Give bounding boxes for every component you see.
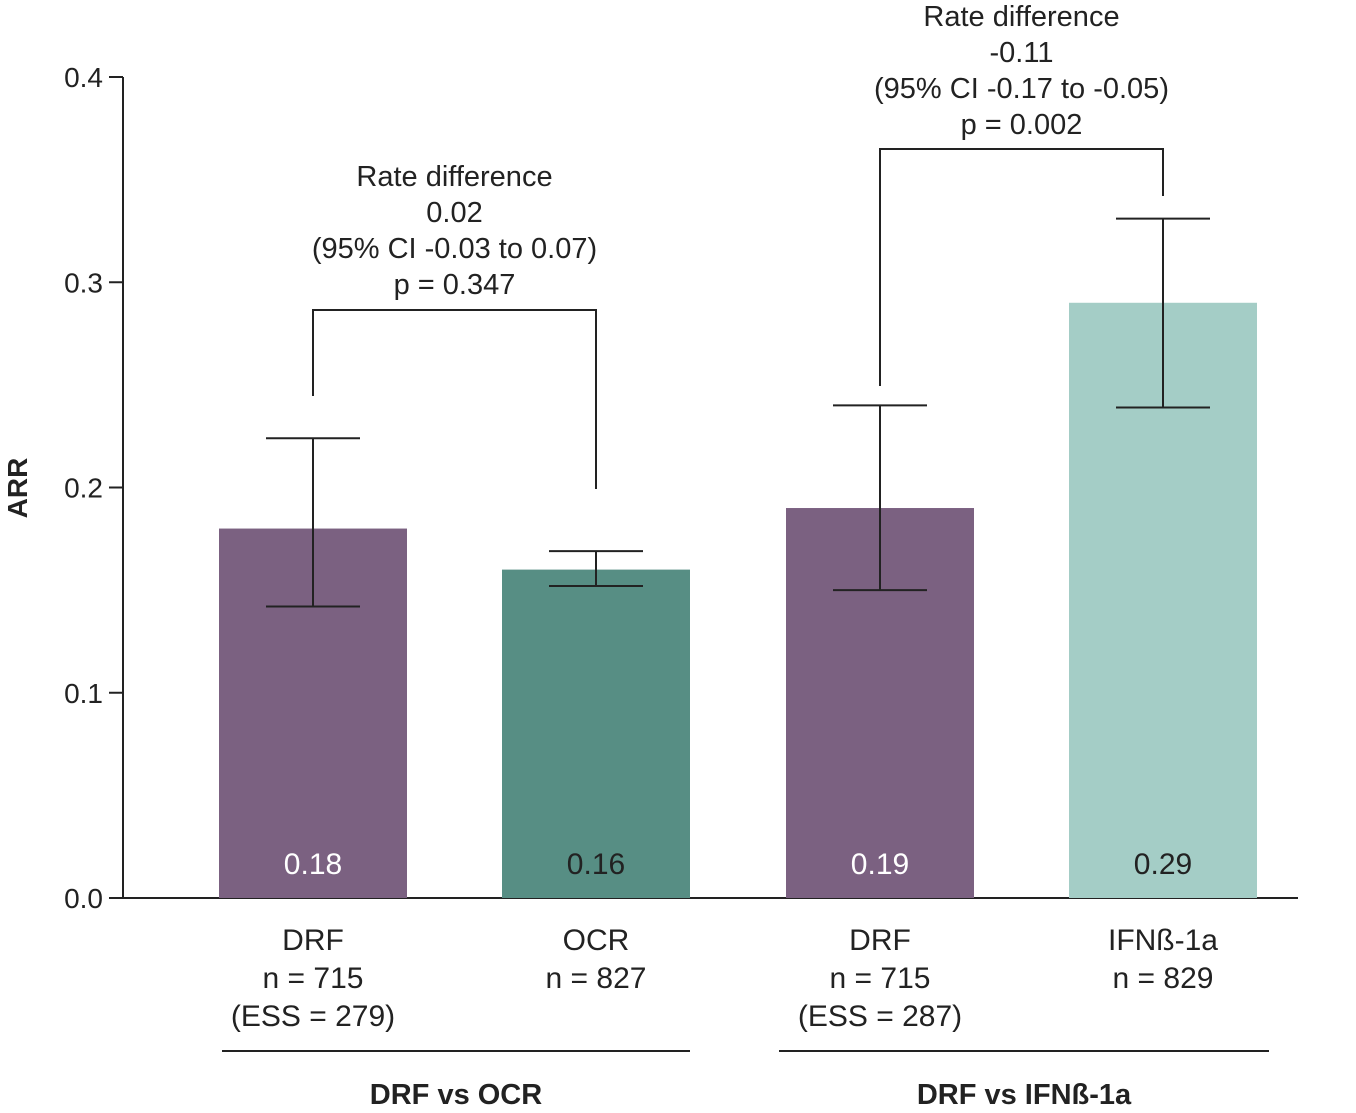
x-category-label: (ESS = 287) [798, 1000, 962, 1033]
rate-difference-annotation: (95% CI -0.03 to 0.07) [312, 233, 597, 265]
group-label: DRF vs OCR [370, 1079, 542, 1111]
rate-difference-annotation: p = 0.347 [394, 269, 516, 301]
y-tick-label: 0.1 [64, 678, 103, 709]
bars [219, 302, 1257, 898]
bar-value-label: 0.18 [284, 848, 342, 881]
x-category-label: n = 827 [546, 962, 647, 995]
rate-difference-annotation: p = 0.002 [961, 109, 1083, 141]
x-category-label: DRF [282, 924, 344, 957]
x-category-label: n = 715 [830, 962, 931, 995]
x-category-label: OCR [563, 924, 630, 957]
rate-difference-annotation: (95% CI -0.17 to -0.05) [874, 73, 1169, 105]
bar-value-label: 0.19 [851, 848, 909, 881]
x-category-label: n = 829 [1113, 962, 1214, 995]
y-tick-label: 0.2 [64, 473, 103, 504]
rate-difference-annotation: Rate difference [923, 1, 1119, 33]
x-category-label: n = 715 [263, 962, 364, 995]
labels: 0.18 DRF n = 715 (ESS = 279) 0.16 OCR n = 827 0… [222, 848, 1269, 1111]
rate-difference-annotation: 0.02 [426, 197, 482, 229]
rate-difference-annotation: -0.11 [990, 37, 1054, 69]
rate-difference-annotation: Rate difference [356, 161, 552, 193]
bar-value-label: 0.29 [1134, 848, 1192, 881]
comparison-bracket [879, 148, 1164, 386]
error-bars [266, 217, 1210, 608]
bar [502, 569, 690, 898]
x-category-label: IFNß-1a [1108, 924, 1218, 957]
comparison-brackets: Rate difference 0.02 (95% CI -0.03 to 0.07… [312, 1, 1169, 489]
y-tick-label: 0.4 [64, 62, 103, 93]
bar-value-label: 0.16 [567, 848, 625, 881]
comparison-bracket [312, 309, 597, 489]
x-category-label: (ESS = 279) [231, 1000, 395, 1033]
group-label: DRF vs IFNß-1a [917, 1079, 1132, 1111]
y-axis-title: ARR [2, 458, 33, 519]
y-tick-label: 0.0 [64, 883, 103, 914]
y-tick-label: 0.3 [64, 267, 103, 298]
x-category-label: DRF [849, 924, 911, 957]
